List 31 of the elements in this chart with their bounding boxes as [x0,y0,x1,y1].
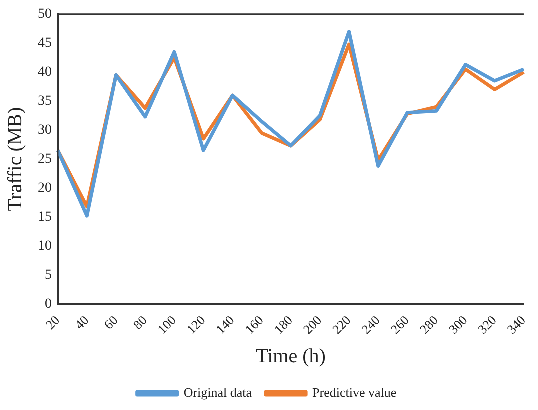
x-tick-label: 40 [72,312,92,332]
y-tick-label: 10 [38,238,52,254]
x-tick-label: 100 [154,312,180,338]
y-tick-label: 15 [38,210,52,225]
x-tick-label: 280 [416,312,442,338]
y-axis-title: Traffic (MB) [4,107,26,212]
y-tick-label: 45 [38,36,52,52]
x-tick-label: 60 [100,312,121,332]
x-tick-label: 80 [130,312,150,332]
x-tick-label: 340 [504,312,529,338]
y-tick-label: 50 [38,7,52,22]
y-tick-label: 30 [38,122,52,138]
x-tick-label: 240 [358,312,383,338]
y-tick-label: 25 [38,152,52,167]
y-tick-label: 0 [45,296,52,312]
legend-label: Predictive value [312,384,397,400]
x-tick-label: 140 [212,312,238,338]
x-tick-label: 260 [388,312,412,338]
y-tick-label: 20 [38,180,52,196]
x-tick-label: 300 [446,312,470,338]
x-axis-title: Time (h) [256,345,326,368]
x-tick-label: 160 [242,312,266,338]
y-tick-label: 40 [38,65,52,80]
x-tick-label: 120 [184,312,208,338]
y-tick-label: 5 [45,268,52,283]
x-tick-label: 320 [474,312,500,338]
x-tick-label: 180 [271,312,296,338]
legend-label: Original data [184,384,252,400]
x-tick-label: 220 [329,312,354,338]
x-tick-label: 200 [300,312,325,338]
y-tick-label: 35 [38,94,52,110]
